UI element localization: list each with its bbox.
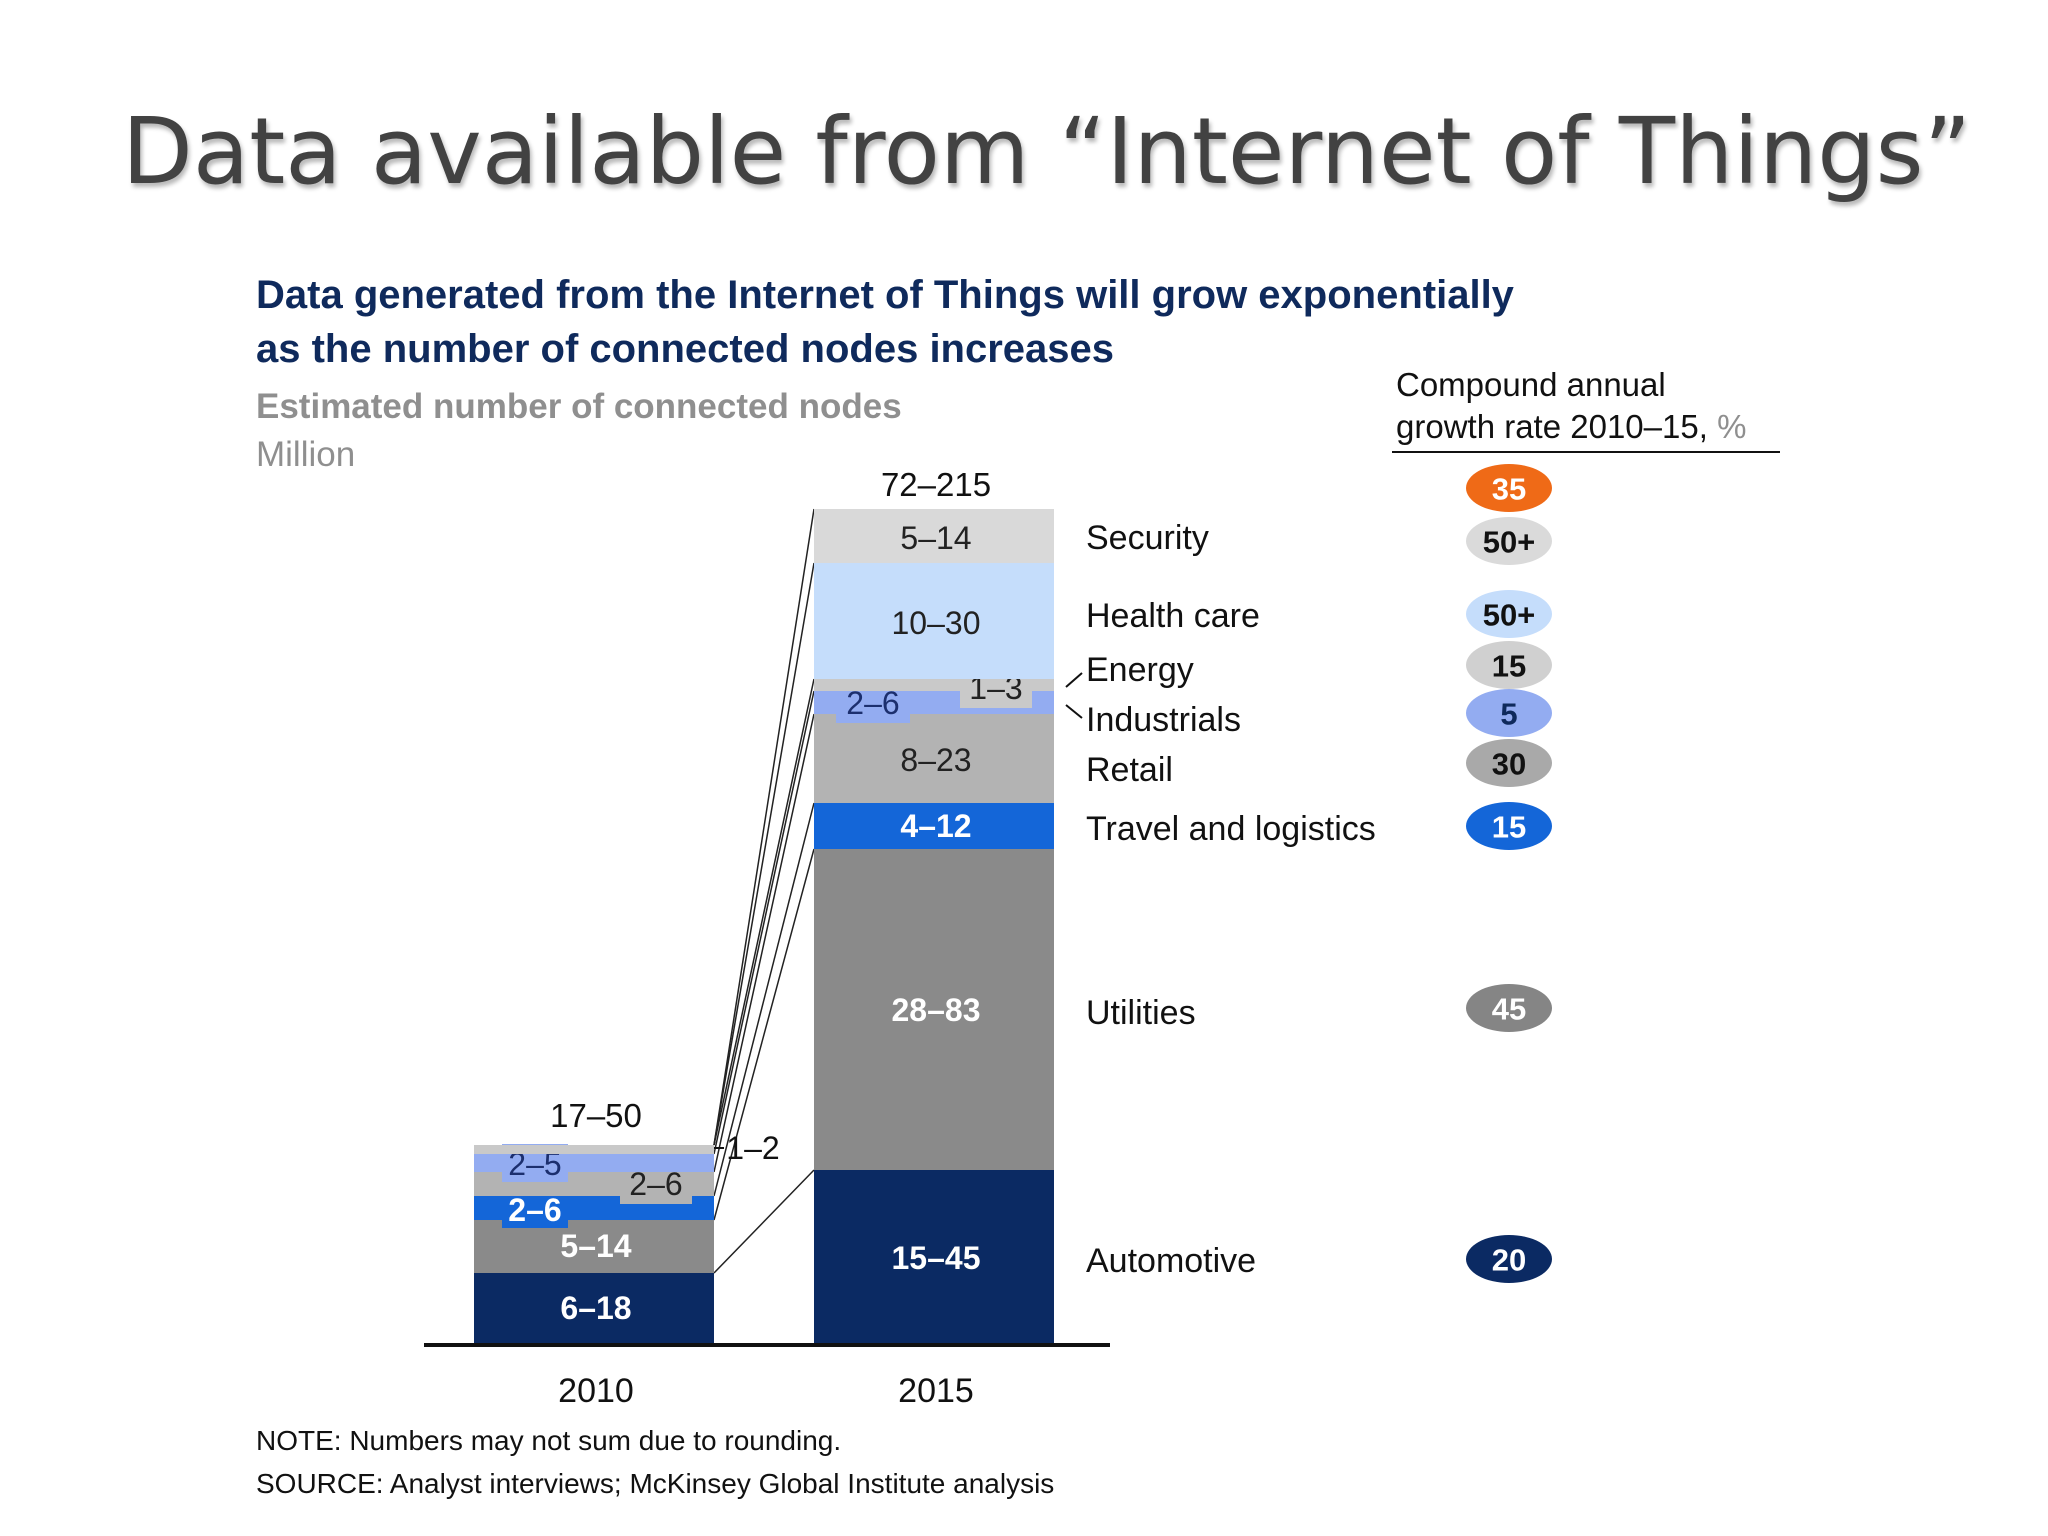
bar-2015: 15–45 28–83 4–12 8–23 2–6 1–3 10–30 5–14…	[814, 466, 1054, 1343]
legend-healthcare: Health care	[1086, 597, 1260, 635]
connector-line-3	[713, 713, 815, 1173]
category-2015: 2015	[898, 1372, 974, 1410]
legend-security: Security	[1086, 519, 1209, 557]
seg-2015-retail	[814, 714, 1054, 803]
seg-2015-automotive	[814, 1170, 1054, 1343]
cagr-pill-automotive-label: 20	[1492, 1243, 1526, 1278]
connector-line-6	[713, 562, 815, 1146]
cagr-pill-travel	[1466, 802, 1552, 850]
bar-2010: 6–18 5–14 2–6 2–6 2–5 1–2 17–50	[474, 1097, 780, 1343]
seg-2015-healthcare	[814, 563, 1054, 679]
connector-line-5	[713, 678, 815, 1146]
chart-heading-line-1: Data generated from the Internet of Thin…	[256, 273, 1515, 317]
legend-travel: Travel and logistics	[1086, 810, 1376, 848]
seg-2010-utilities	[474, 1220, 714, 1273]
cagr-pill-automotive	[1466, 1235, 1552, 1283]
connector-line-4	[713, 690, 815, 1155]
cagr-header-line-2: growth rate 2010–15, %	[1396, 408, 1746, 445]
cagr-column: 35 50+ 50+ 15 5 30 15 45 20	[1466, 464, 1552, 1283]
seg-2015-security	[814, 509, 1054, 563]
cagr-pill-highlight	[1466, 464, 1552, 512]
cagr-pill-security	[1466, 517, 1552, 565]
seg-2010-energy-label: 1–2	[726, 1130, 779, 1166]
seg-2010-automotive-label: 6–18	[560, 1290, 631, 1326]
chart-note: NOTE: Numbers may not sum due to roundin…	[256, 1425, 841, 1456]
seg-2010-travel-label: 2–6	[508, 1192, 561, 1228]
cagr-pill-energy-label: 15	[1492, 649, 1526, 684]
legend-industrials: Industrials	[1086, 701, 1241, 739]
cagr-pill-utilities-label: 45	[1492, 992, 1526, 1027]
cagr-pill-industrials-label: 5	[1500, 697, 1517, 732]
cagr-pill-retail-label: 30	[1492, 747, 1526, 782]
chart-unit: Million	[256, 435, 355, 474]
total-2010: 17–50	[550, 1097, 642, 1134]
cagr-pill-healthcare	[1466, 590, 1552, 638]
cagr-pill-retail	[1466, 739, 1552, 787]
cagr-pill-utilities	[1466, 984, 1552, 1032]
cagr-pill-industrials	[1466, 689, 1552, 737]
cagr-header-text: growth rate 2010–15,	[1396, 408, 1717, 445]
connector-line-0	[713, 1169, 815, 1274]
cagr-pill-healthcare-label: 50+	[1483, 598, 1536, 633]
cagr-header-line-1: Compound annual	[1396, 366, 1666, 403]
chart-heading-line-2: as the number of connected nodes increas…	[256, 327, 1114, 371]
seg-2015-healthcare-label: 10–30	[892, 605, 981, 641]
seg-2010-travel-labelbox	[502, 1190, 568, 1228]
seg-2010-utilities-label: 5–14	[560, 1228, 631, 1264]
cagr-pill-highlight-label: 35	[1492, 472, 1526, 507]
chart-source: SOURCE: Analyst interviews; McKinsey Glo…	[256, 1468, 1054, 1499]
seg-2015-utilities	[814, 849, 1054, 1170]
cagr-pill-security-label: 50+	[1483, 525, 1536, 560]
legend-energy: Energy	[1086, 651, 1194, 689]
cagr-pill-energy	[1466, 641, 1552, 689]
seg-2015-retail-label: 8–23	[900, 742, 971, 778]
seg-2015-automotive-label: 15–45	[892, 1240, 981, 1276]
connector-line-2	[713, 802, 815, 1197]
cagr-unit: %	[1717, 408, 1746, 445]
seg-2015-security-label: 5–14	[900, 520, 971, 556]
slide-title: Data available from “Internet of Things”	[122, 98, 1972, 205]
seg-2010-automotive	[474, 1273, 714, 1343]
legend-industrials-leader	[1065, 704, 1083, 719]
cagr-pill-travel-label: 15	[1492, 810, 1526, 845]
seg-2015-utilities-label: 28–83	[892, 992, 981, 1028]
legend-automotive: Automotive	[1086, 1242, 1256, 1280]
chart-subtitle: Estimated number of connected nodes	[256, 387, 902, 426]
legend-energy-leader	[1065, 672, 1083, 688]
connector-line-1	[713, 848, 815, 1221]
legend-utilities: Utilities	[1086, 994, 1196, 1032]
seg-2010-energy	[474, 1145, 714, 1154]
connector-lines	[713, 508, 815, 1274]
seg-2015-travel	[814, 803, 1054, 849]
seg-2015-travel-label: 4–12	[900, 808, 971, 844]
total-2015: 72–215	[881, 466, 991, 503]
category-2010: 2010	[558, 1372, 634, 1410]
legend-retail: Retail	[1086, 751, 1173, 789]
connector-line-7	[713, 508, 815, 1146]
